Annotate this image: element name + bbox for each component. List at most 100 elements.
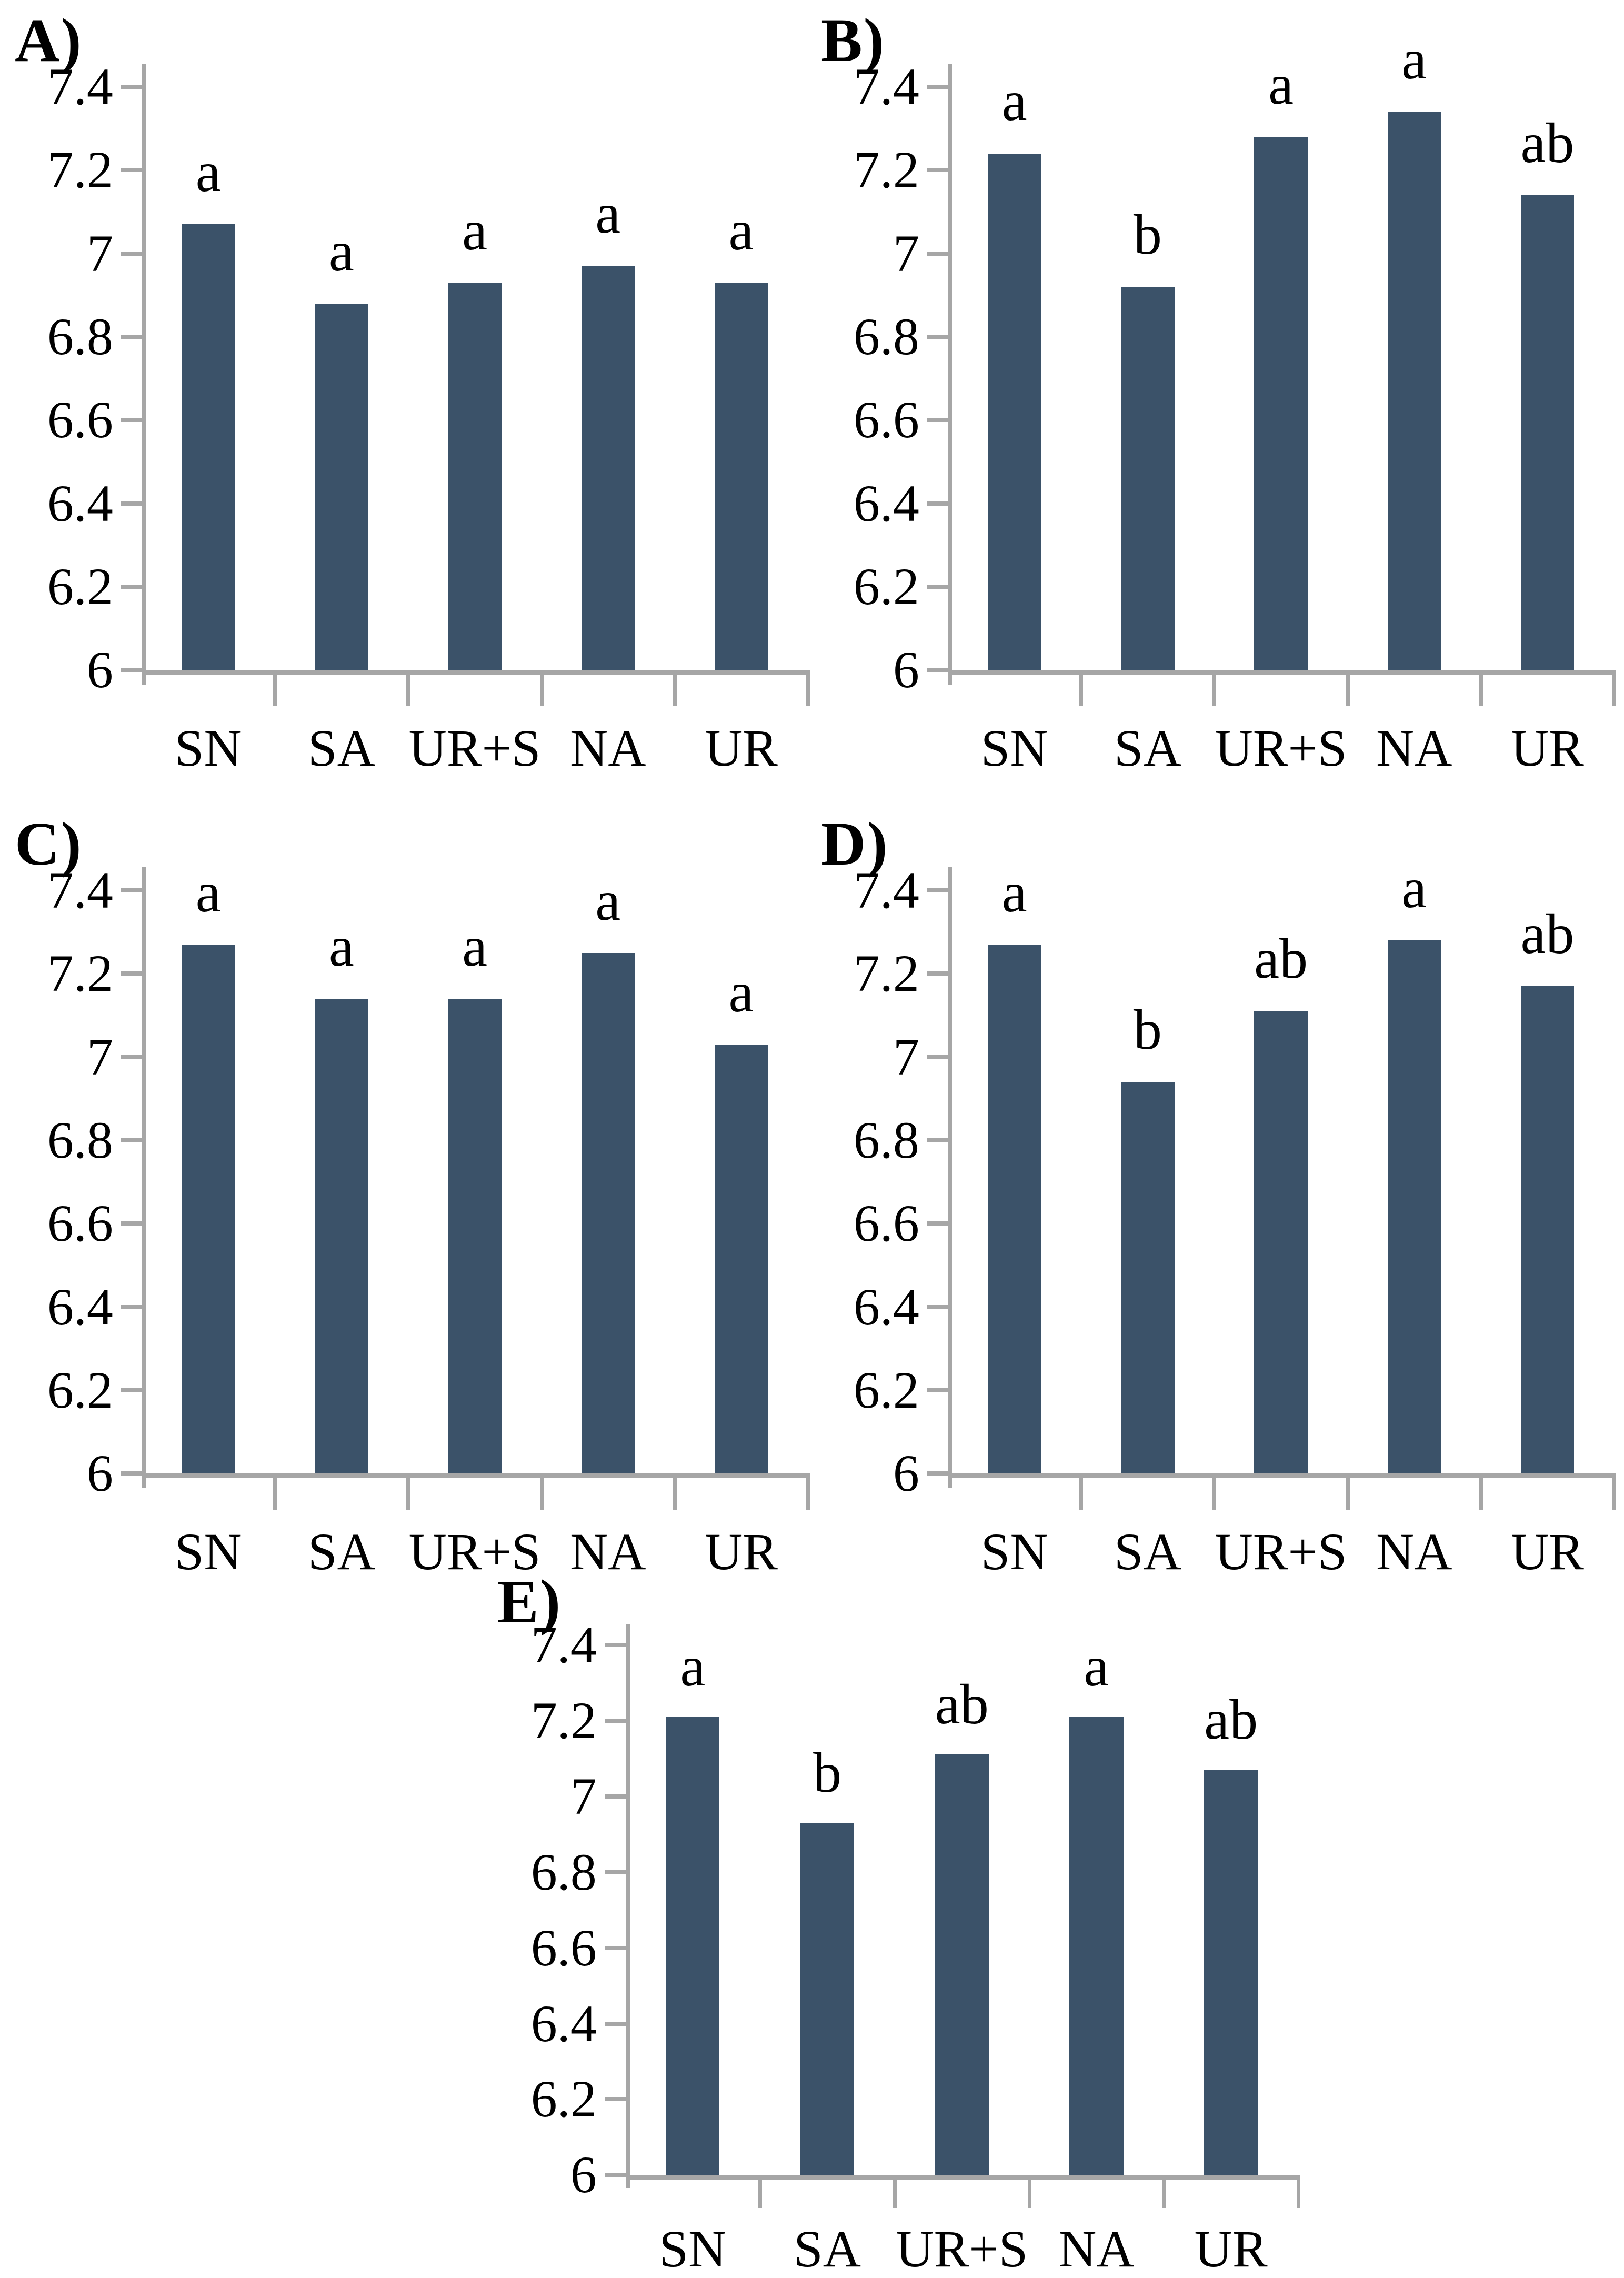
bar-UR+S	[1254, 1011, 1308, 1474]
y-tick-label: 7.4	[47, 860, 113, 919]
y-axis-tick	[604, 1870, 626, 1874]
panel-d: D) 7.4 7.2 7 6.8 6.6 6.4 6.2 6 a SN b SA ab UR+S a NA ab…	[821, 813, 1618, 1579]
y-axis-tick	[121, 971, 142, 976]
bar-SN	[182, 224, 235, 670]
significance-letter: a	[1001, 70, 1027, 133]
y-axis-tick	[927, 168, 948, 173]
y-tick-label: 6.4	[47, 474, 113, 533]
bar-SA	[1121, 1082, 1175, 1474]
significance-letter: a	[1268, 53, 1294, 116]
y-axis-tick	[927, 888, 948, 892]
x-axis-tick	[1346, 670, 1350, 707]
y-axis-tick	[927, 971, 948, 976]
x-axis-tick	[1346, 1473, 1350, 1510]
bar-SA	[315, 303, 368, 670]
significance-letter: ab	[1520, 902, 1575, 966]
y-axis-tick	[121, 1138, 142, 1142]
x-category-label: SN	[659, 2219, 727, 2278]
bar-NA	[1069, 1717, 1124, 2175]
bar-SN	[666, 1717, 720, 2175]
significance-letter: a	[1001, 861, 1027, 924]
y-tick-label: 7	[893, 1027, 919, 1086]
x-category-label: SN	[174, 719, 242, 778]
y-tick-label: 7.4	[853, 57, 919, 116]
y-tick-label: 6.4	[853, 474, 919, 533]
significance-letter: b	[1133, 203, 1162, 266]
y-axis-tick	[121, 334, 142, 339]
y-tick-label: 7	[893, 224, 919, 283]
x-category-label: NA	[1376, 719, 1452, 778]
bar-UR+S	[1254, 136, 1308, 670]
y-tick-label: 6.8	[47, 307, 113, 366]
significance-letter: a	[728, 199, 754, 262]
significance-letter: a	[1401, 28, 1427, 92]
y-axis-line	[142, 63, 146, 685]
significance-letter: a	[595, 183, 621, 246]
significance-letter: a	[680, 1635, 706, 1699]
bar-chart-c: 7.4 7.2 7 6.8 6.6 6.4 6.2 6 a SN a SA a UR+S a NA a UR	[15, 854, 810, 1581]
y-axis-tick	[927, 584, 948, 589]
significance-letter: a	[195, 861, 221, 924]
y-tick-label: 7.4	[530, 1615, 597, 1674]
x-category-label: UR	[1510, 719, 1584, 778]
significance-letter: a	[462, 915, 488, 978]
y-tick-label: 7.2	[853, 141, 919, 199]
bar-NA	[1387, 940, 1441, 1474]
bar-UR	[1520, 986, 1575, 1474]
x-axis-line	[948, 670, 1614, 675]
y-axis-tick	[927, 501, 948, 506]
x-axis-tick	[1297, 2175, 1300, 2209]
bar-SN	[182, 944, 235, 1474]
bar-UR	[1520, 195, 1575, 670]
x-category-label: UR	[704, 719, 778, 778]
panel-c-label: C)	[15, 809, 83, 878]
significance-letter: a	[595, 869, 621, 932]
bar-chart-a: 7.4 7.2 7 6.8 6.6 6.4 6.2 6 a SN a SA a UR+S a NA a UR	[15, 51, 810, 778]
x-category-label: SN	[980, 719, 1048, 778]
x-axis-tick	[273, 670, 277, 707]
y-tick-label: 6.2	[853, 557, 919, 616]
x-axis-line	[142, 670, 808, 675]
y-axis-line	[948, 63, 953, 685]
y-tick-label: 6.6	[853, 390, 919, 449]
y-tick-label: 6	[893, 1444, 919, 1503]
y-axis-tick	[121, 1471, 142, 1476]
x-category-label: SN	[980, 1522, 1048, 1581]
panel-b: B) 7.4 7.2 7 6.8 6.6 6.4 6.2 6 a SN b SA a UR+S a NA ab U…	[821, 9, 1618, 775]
y-axis-line	[948, 867, 953, 1488]
bar-UR	[714, 282, 768, 670]
significance-letter: ab	[1204, 1689, 1258, 1752]
y-tick-label: 7	[86, 1027, 113, 1086]
y-axis-tick	[604, 2021, 626, 2026]
y-axis-tick	[604, 2173, 626, 2177]
y-axis-tick	[121, 1388, 142, 1392]
significance-letter: ab	[1520, 112, 1575, 175]
y-axis-tick	[927, 251, 948, 256]
x-category-label: SA	[1114, 719, 1181, 778]
panel-a-label: A)	[15, 6, 83, 75]
y-axis-tick	[927, 1138, 948, 1142]
y-axis-line	[142, 867, 146, 1488]
x-category-label: SA	[1114, 1522, 1181, 1581]
y-axis-tick	[927, 84, 948, 89]
bar-chart-e: 7.4 7.2 7 6.8 6.6 6.4 6.2 6 a SN b SA ab UR+S a NA ab UR	[497, 1612, 1300, 2275]
y-tick-label: 7.2	[47, 944, 113, 1003]
y-tick-label: 6	[570, 2145, 597, 2204]
y-axis-tick	[927, 1055, 948, 1059]
bar-NA	[581, 952, 635, 1474]
y-tick-label: 7.2	[530, 1691, 597, 1750]
bar-NA	[1387, 112, 1441, 670]
y-tick-label: 7.2	[47, 141, 113, 199]
y-tick-label: 6.6	[530, 1918, 597, 1977]
bar-SA	[800, 1822, 855, 2175]
x-axis-tick	[806, 670, 810, 707]
x-axis-tick	[758, 2175, 763, 2209]
bar-chart-d: 7.4 7.2 7 6.8 6.6 6.4 6.2 6 a SN b SA ab UR+S a NA ab UR	[821, 854, 1616, 1581]
x-category-label: NA	[570, 719, 646, 778]
x-category-label: UR	[704, 1522, 778, 1581]
y-axis-tick	[121, 418, 142, 423]
x-category-label: SA	[307, 1522, 375, 1581]
bar-SN	[988, 944, 1041, 1474]
x-axis-tick	[806, 1473, 810, 1510]
x-category-label: NA	[570, 1522, 646, 1581]
